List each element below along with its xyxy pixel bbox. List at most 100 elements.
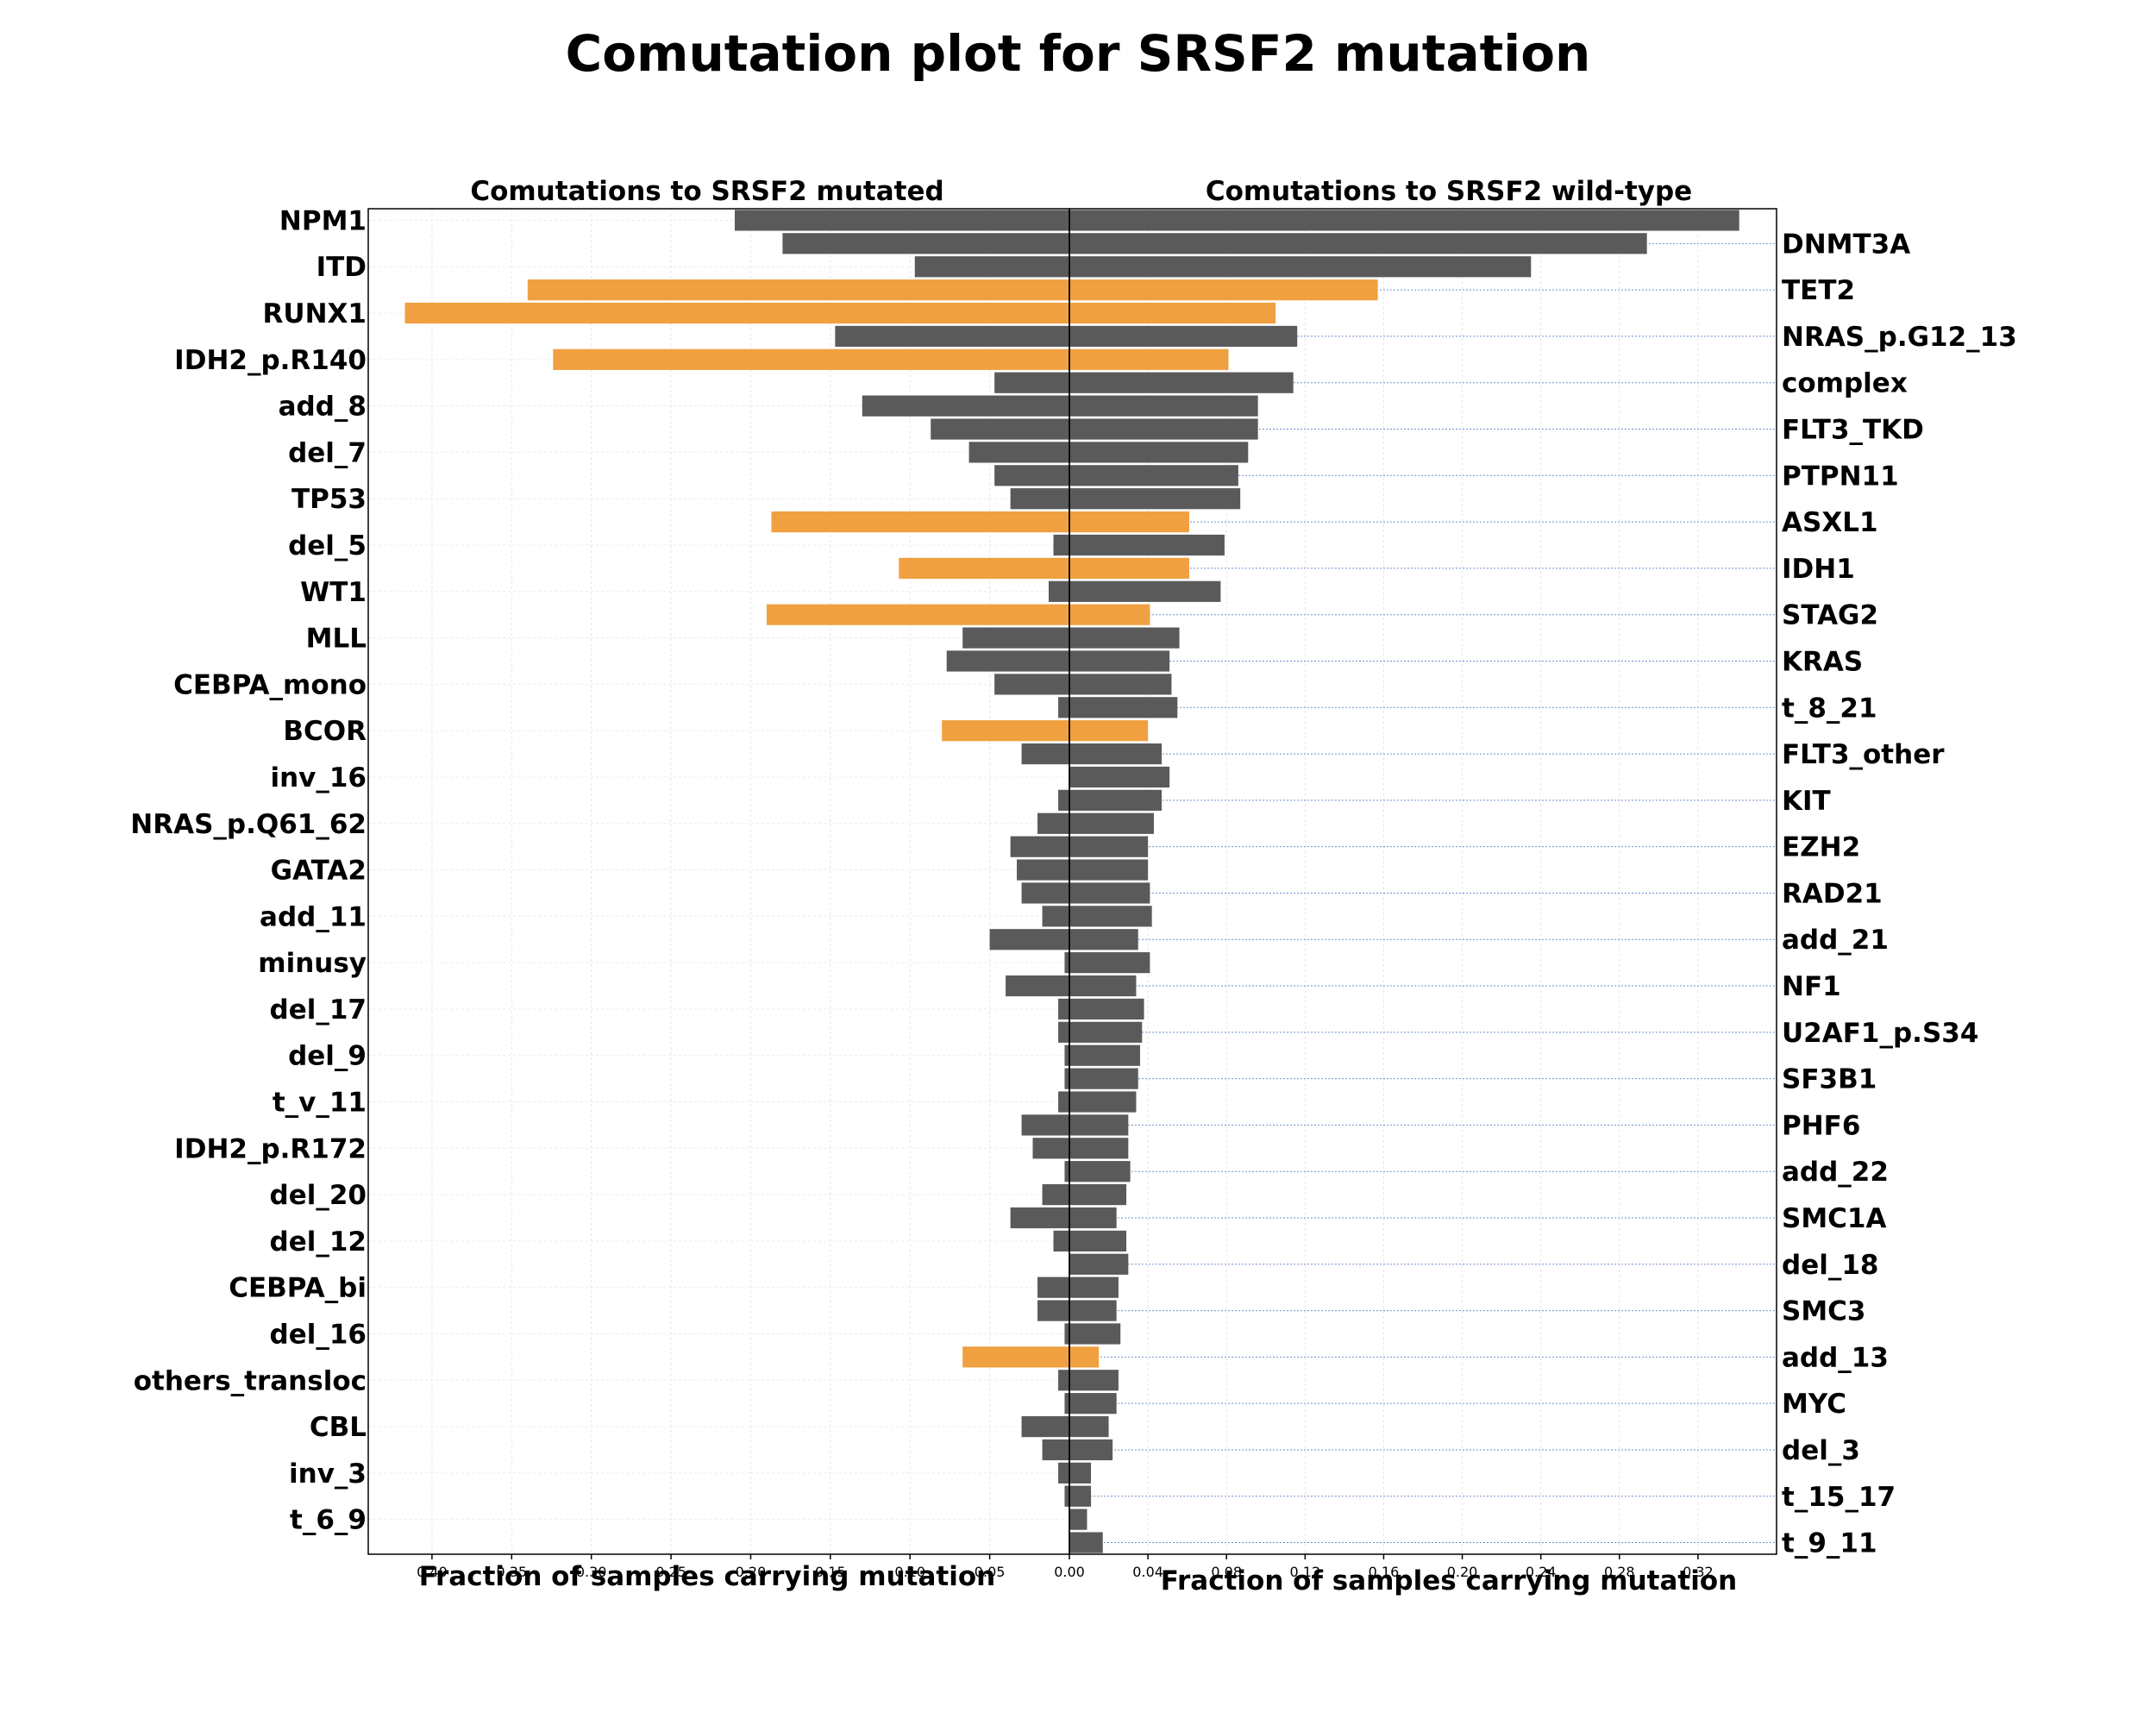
bar-mutated-del_17 [1058,998,1069,1020]
category-label: minusy [258,948,367,979]
bar-wildtype-del_18 [1069,1253,1129,1275]
bars [404,210,1739,1553]
bar-wildtype-U2AF1_p.S34 [1069,1021,1143,1043]
category-label: PTPN11 [1782,461,1899,492]
bar-wildtype-t_9_11 [1069,1532,1103,1553]
bar-wildtype-NRAS_p.Q61_62 [1069,812,1154,834]
right-tick-label: 0.12 [1290,1564,1321,1580]
category-label: ASXL1 [1782,507,1878,538]
bar-wildtype-complex [1069,372,1294,393]
left-tick-label: 0.20 [736,1564,767,1580]
bar-wildtype-CEBPA_bi [1069,1276,1119,1298]
category-label: del_18 [1782,1250,1878,1281]
bar-wildtype-add_8 [1069,395,1258,417]
category-label: STAG2 [1782,600,1878,631]
category-label: WT1 [300,577,367,608]
category-label: others_transloc [134,1365,367,1396]
bar-mutated-BCOR [942,720,1069,742]
right-axes-frame [1069,208,1777,1555]
bar-mutated-IDH2_p.R140 [553,348,1069,370]
right-panel-title: Comutations to SRSF2 wild-type [1206,176,1692,207]
bar-wildtype-ASXL1 [1069,511,1189,533]
left-tick-label: 0.05 [975,1564,1006,1580]
category-label: IDH2_p.R172 [174,1133,367,1164]
category-label: del_16 [270,1319,367,1350]
right-tick-label: 0.08 [1211,1564,1242,1580]
bar-wildtype-CBL [1069,1415,1109,1438]
category-label: RAD21 [1782,878,1883,909]
bar-mutated-DNMT3A [782,233,1069,254]
left-x-axis-label: Fraction of samples carrying mutation [419,1561,995,1592]
bar-wildtype-PHF6 [1069,1114,1129,1136]
bar-wildtype-BCOR [1069,720,1149,742]
category-label: CEBPA_mono [173,669,367,700]
bar-mutated-PHF6 [1021,1114,1069,1136]
bar-wildtype-del_7 [1069,442,1249,463]
category-label: inv_3 [289,1458,367,1490]
bar-wildtype-del_9 [1069,1044,1140,1066]
bar-mutated-del_5 [1053,534,1069,556]
bar-mutated-del_12 [1053,1230,1069,1251]
left-tick-label: 0.00 [1054,1564,1085,1580]
category-label: SMC1A [1782,1203,1887,1234]
category-label: del_17 [270,994,367,1026]
bar-wildtype-RUNX1 [1069,302,1276,324]
bar-mutated-WT1 [1048,580,1069,602]
category-label: BCOR [283,716,367,747]
right-tick-label: 0.28 [1604,1564,1635,1580]
bar-wildtype-inv_3 [1069,1462,1092,1484]
category-label: GATA2 [271,856,367,887]
bar-mutated-RAD21 [1021,882,1069,904]
bar-wildtype-FLT3_other [1069,743,1163,765]
bar-wildtype-del_5 [1069,534,1225,556]
bar-mutated-add_21 [989,929,1069,950]
bar-mutated-SMC1A [1010,1207,1069,1229]
category-label: CBL [310,1412,367,1443]
category-label: MLL [306,624,367,655]
bar-mutated-t_15_17 [1064,1485,1069,1507]
bar-wildtype-del_12 [1069,1230,1127,1251]
left-panel-title: Comutations to SRSF2 mutated [470,176,943,207]
category-label: IDH2_p.R140 [174,345,367,376]
bar-wildtype-EZH2 [1069,836,1149,857]
category-label: add_13 [1782,1342,1889,1373]
bar-wildtype-KRAS [1069,650,1170,672]
bar-mutated-NPM1 [734,210,1069,231]
category-label: add_8 [279,392,367,423]
bar-mutated-del_7 [968,442,1069,463]
bar-mutated-ITD [914,256,1069,278]
bar-mutated-IDH1 [899,557,1069,579]
bar-mutated-add_22 [1064,1161,1069,1182]
category-label: U2AF1_p.S34 [1782,1018,1978,1049]
left-tick-label: 0.15 [815,1564,846,1580]
bar-wildtype-GATA2 [1069,859,1149,881]
bar-wildtype-others_transloc [1069,1370,1119,1391]
category-label: del_3 [1782,1435,1860,1466]
bar-wildtype-MYC [1069,1393,1117,1414]
bar-wildtype-NPM1 [1069,210,1739,231]
bar-mutated-TET2 [527,279,1069,301]
left-tick-label: 0.35 [496,1564,527,1580]
category-label: complex [1782,368,1908,399]
bar-wildtype-WT1 [1069,580,1221,602]
bar-mutated-CBL [1021,1415,1069,1438]
bar-mutated-SF3B1 [1064,1068,1069,1089]
bar-wildtype-CEBPA_mono [1069,674,1172,695]
category-label: KRAS [1782,646,1863,677]
category-label: NRAS_p.Q61_62 [130,809,367,840]
category-label: add_21 [1782,925,1889,956]
bar-wildtype-KIT [1069,789,1163,811]
right-tick-label: 0.24 [1526,1564,1557,1580]
bar-mutated-NRAS_p.G12_13 [835,325,1069,348]
bar-wildtype-add_21 [1069,929,1138,950]
category-label: FLT3_other [1782,739,1945,770]
bar-mutated-ASXL1 [771,511,1069,533]
bar-mutated-RUNX1 [404,302,1069,324]
bar-wildtype-STAG2 [1069,604,1150,625]
bar-mutated-IDH2_p.R172 [1032,1138,1069,1159]
bar-wildtype-IDH2_p.R172 [1069,1138,1129,1159]
bar-wildtype-IDH2_p.R140 [1069,348,1229,370]
left-tick-label: 0.40 [417,1564,448,1580]
bar-wildtype-DNMT3A [1069,233,1647,254]
